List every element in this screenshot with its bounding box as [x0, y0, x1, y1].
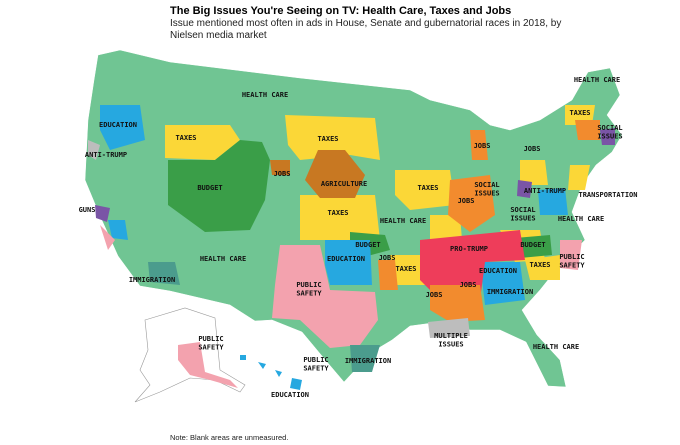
region-label: TAXES — [417, 184, 438, 192]
region-label: JOBS — [524, 145, 541, 153]
region-label: BUDGET — [520, 241, 545, 249]
region-label: GUNS — [79, 206, 96, 214]
region-label: ISSUES — [597, 133, 622, 141]
region-label: SOCIAL — [510, 206, 535, 214]
region-label: JOBS — [474, 142, 491, 150]
region-label: SAFETY — [198, 344, 224, 352]
region-label: TAXES — [395, 265, 416, 273]
region-label: IMMIGRATION — [487, 288, 533, 296]
region-label: ANTI-TRUMP — [85, 151, 127, 159]
region-label: SAFETY — [559, 262, 585, 270]
region-label: IMMIGRATION — [129, 276, 175, 284]
region-label: IMMIGRATION — [345, 357, 391, 365]
region-label: ANTI-TRUMP — [524, 187, 566, 195]
region-label: EDUCATION — [327, 255, 365, 263]
region-label: EDUCATION — [99, 121, 137, 129]
region-label: BUDGET — [197, 184, 222, 192]
region — [270, 150, 365, 198]
region-label: SAFETY — [296, 290, 322, 298]
region-label: PRO-TRUMP — [450, 245, 488, 253]
region-label: HEALTH CARE — [574, 76, 620, 84]
subtitle: Issue mentioned most often in ads in Hou… — [170, 18, 561, 29]
region-label: HEALTH CARE — [533, 343, 579, 351]
region-label: EDUCATION — [479, 267, 517, 275]
region — [100, 105, 568, 305]
region-label: SOCIAL — [474, 181, 499, 189]
region-label: JOBS — [426, 291, 443, 299]
region-label: TAXES — [327, 209, 348, 217]
region-label: HEALTH CARE — [242, 91, 288, 99]
region-label: TAXES — [175, 134, 196, 142]
region-label: SAFETY — [303, 365, 329, 373]
region — [178, 342, 238, 388]
region-label: ISSUES — [474, 190, 499, 198]
region-label: HEALTH CARE — [200, 255, 246, 263]
region-label: JOBS — [379, 254, 396, 262]
region-label: BUDGET — [355, 241, 380, 249]
region-label: PUBLIC — [198, 335, 223, 343]
region-label: SOCIAL — [597, 124, 622, 132]
region-label: HEALTH CARE — [380, 217, 426, 225]
us-map — [84, 49, 623, 403]
title: The Big Issues You're Seeing on TV: Heal… — [170, 5, 511, 17]
region — [100, 225, 582, 348]
region-label: TAXES — [529, 261, 550, 269]
subtitle: Nielsen media market — [170, 30, 267, 41]
region-label: ISSUES — [510, 215, 535, 223]
note: Note: Blank areas are unmeasured. — [170, 433, 288, 442]
region-label: JOBS — [458, 197, 475, 205]
region-label: PUBLIC — [303, 356, 328, 364]
region-label: HEALTH CARE — [558, 215, 604, 223]
region-label: TAXES — [317, 135, 338, 143]
region — [165, 105, 595, 285]
region-label: JOBS — [460, 281, 477, 289]
region-label: MULTIPLE — [434, 332, 468, 340]
region-label: PUBLIC — [559, 253, 584, 261]
region — [420, 230, 525, 300]
region-label: JOBS — [274, 170, 291, 178]
region-label: TRANSPORTATION — [578, 191, 637, 199]
region-label: AGRICULTURE — [321, 180, 367, 188]
region-label: ISSUES — [438, 341, 463, 349]
region — [168, 140, 552, 258]
region — [148, 262, 380, 372]
region-label: EDUCATION — [271, 391, 309, 399]
region-label: PUBLIC — [296, 281, 321, 289]
hawaii — [240, 355, 302, 390]
region-label: TAXES — [569, 109, 590, 117]
